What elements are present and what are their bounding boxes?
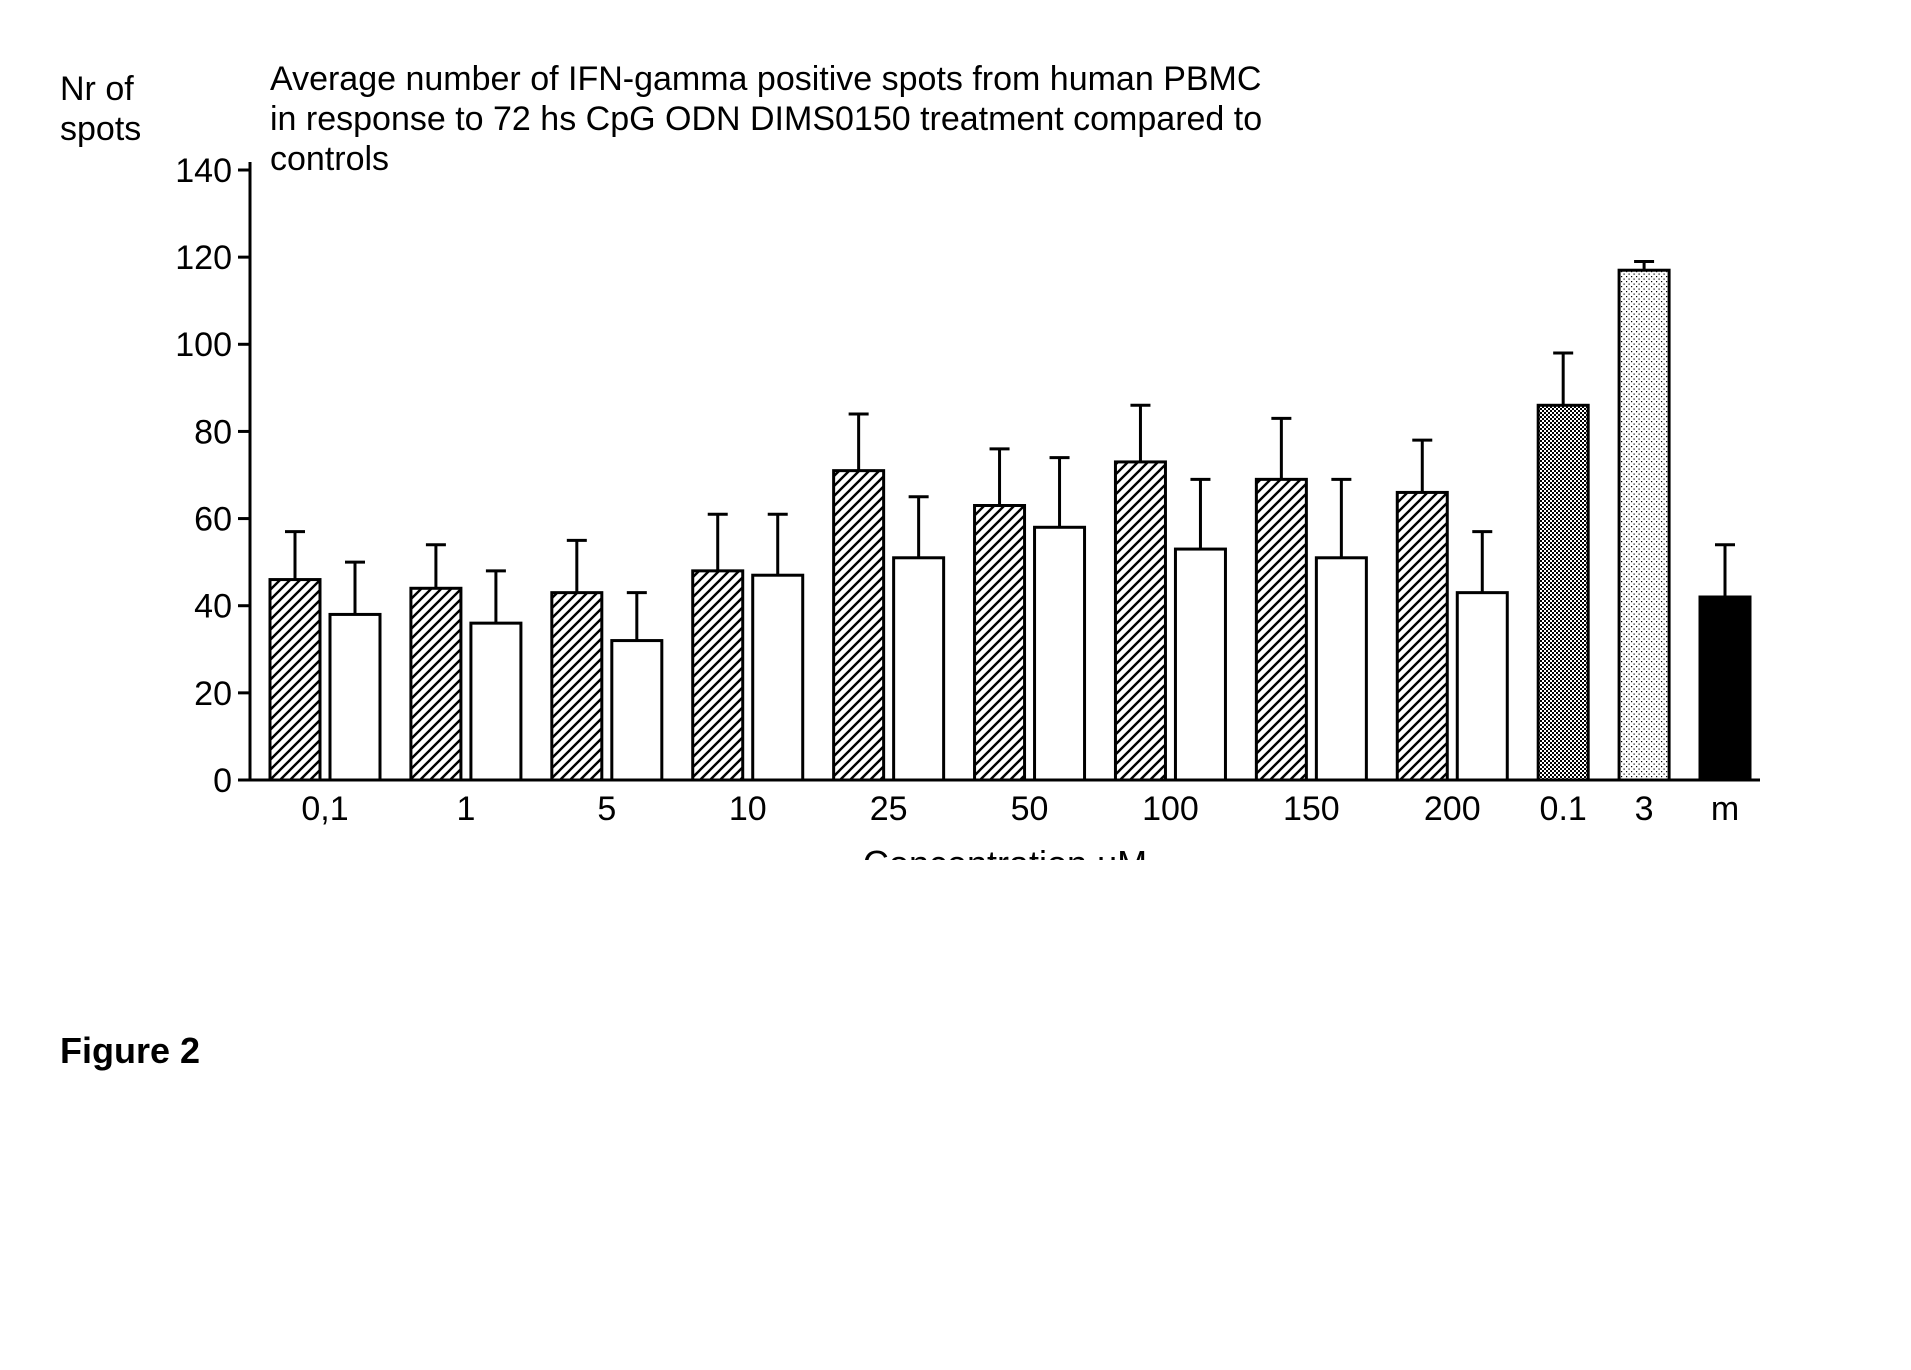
y-axis-label: Nr of — [60, 70, 134, 108]
bar — [1619, 270, 1669, 780]
y-tick-label: 60 — [194, 500, 232, 538]
bar — [1256, 479, 1306, 780]
bar-chart: 0 20 40 60 80 100 120 140 Nr ofspots Average numb… — [60, 40, 1780, 860]
y-tick-label: 80 — [194, 413, 232, 451]
x-tick-label: 5 — [597, 790, 616, 828]
bar — [1397, 492, 1447, 780]
page: 0 20 40 60 80 100 120 140 Nr ofspots Average numb… — [0, 0, 1911, 1370]
chart-title: Average number of IFN-gamma positive spo… — [270, 60, 1261, 98]
bar — [471, 623, 521, 780]
bar — [834, 471, 884, 780]
y-tick-label: 120 — [175, 239, 232, 277]
y-axis-label: spots — [60, 110, 141, 148]
x-axis-label: Concentration uM — [863, 843, 1147, 860]
bar — [1457, 593, 1507, 780]
x-tick-label: 150 — [1283, 790, 1340, 828]
x-tick-label: 0.1 — [1540, 790, 1587, 828]
y-tick-label: 40 — [194, 588, 232, 626]
bar — [330, 614, 380, 780]
bar — [693, 571, 743, 780]
bar — [270, 580, 320, 780]
chart-title: in response to 72 hs CpG ODN DIMS0150 tr… — [270, 100, 1262, 138]
x-tick-label: 50 — [1011, 790, 1049, 828]
x-tick-label: 100 — [1142, 790, 1199, 828]
x-tick-label: 1 — [456, 790, 475, 828]
x-tick-label: 200 — [1424, 790, 1481, 828]
bar — [1700, 597, 1750, 780]
bar — [894, 558, 944, 780]
bar — [1115, 462, 1165, 780]
bar — [1538, 405, 1588, 780]
chart-title: controls — [270, 140, 389, 178]
bar — [411, 588, 461, 780]
x-tick-label: m — [1711, 790, 1739, 828]
y-tick-label: 20 — [194, 675, 232, 713]
y-tick-label: 0 — [213, 762, 232, 800]
bar — [975, 506, 1025, 781]
x-tick-label: 25 — [870, 790, 908, 828]
x-tick-label: 10 — [729, 790, 767, 828]
chart-container: 0 20 40 60 80 100 120 140 Nr ofspots Average numb… — [60, 40, 1780, 865]
figure-label: Figure 2 — [60, 1030, 200, 1072]
x-tick-label: 0,1 — [301, 790, 348, 828]
bar — [552, 593, 602, 780]
bar — [612, 641, 662, 780]
bar — [1175, 549, 1225, 780]
bar — [1316, 558, 1366, 780]
x-tick-label: 3 — [1635, 790, 1654, 828]
bar — [1035, 527, 1085, 780]
bar — [753, 575, 803, 780]
y-tick-label: 100 — [175, 326, 232, 364]
y-tick-label: 140 — [175, 152, 232, 190]
